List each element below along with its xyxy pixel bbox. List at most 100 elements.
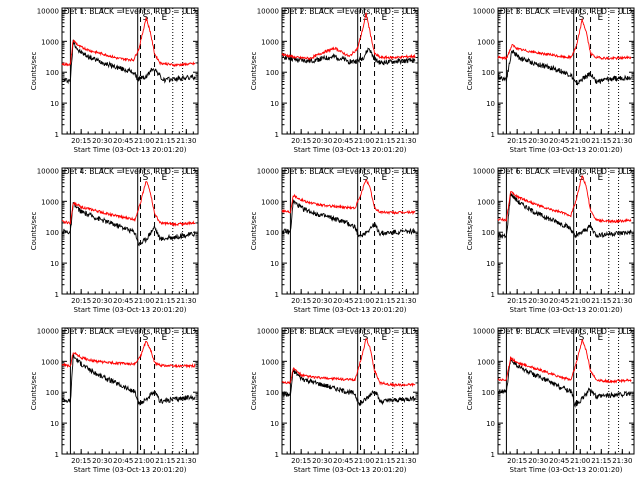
x-tick-label: 21:00: [354, 137, 374, 145]
marker-e: E: [598, 333, 604, 343]
y-tick-label: 10000: [37, 7, 59, 15]
x-tick-label: 21:00: [134, 137, 154, 145]
x-tick-label: 20:45: [113, 297, 133, 305]
x-tick-label: 21:15: [155, 137, 175, 145]
x-tick-label: 20:45: [549, 457, 569, 465]
chart-panel-3: Det 3: BLACK = Events, RED = LLD 1 10 100 10…: [466, 7, 635, 154]
series-events: [61, 39, 196, 85]
marker-s: S: [579, 333, 585, 343]
marker-e: E: [598, 13, 604, 23]
x-tick-label: 20:15: [507, 137, 527, 145]
series-events: [281, 199, 416, 238]
y-tick-label: 10000: [37, 327, 59, 335]
marker-s: S: [579, 13, 585, 23]
series-lld: [61, 340, 196, 369]
marker-s: S: [143, 173, 149, 183]
x-tick-label: 20:45: [333, 137, 353, 145]
series-events: [497, 49, 632, 86]
y-tick-label: 10: [486, 420, 495, 428]
plot-frame: [281, 167, 419, 295]
x-tick-label: 20:15: [507, 457, 527, 465]
x-tick-label: 21:30: [396, 457, 416, 465]
x-tick-label: 20:30: [528, 137, 548, 145]
series-events: [61, 202, 196, 247]
y-axis-label: Counts/sec: [30, 372, 38, 411]
x-tick-label: 21:15: [375, 137, 395, 145]
y-tick-label: 100: [46, 229, 59, 237]
y-axis-label: Counts/sec: [250, 212, 258, 251]
y-tick-label: 1000: [477, 358, 495, 366]
y-axis-label: Counts/sec: [466, 212, 474, 251]
x-tick-label: 21:30: [612, 457, 632, 465]
chart-panel-2: Det 2: BLACK = Events, RED = LLD 1 10 100 10…: [250, 7, 419, 154]
chart-panel-6: Det 6: BLACK = Events, RED = LLD 1 10 100 10…: [466, 167, 635, 314]
x-tick-label: 21:15: [591, 297, 611, 305]
y-tick-label: 10000: [473, 167, 495, 175]
series-lld: [281, 12, 416, 61]
y-axis-label: Counts/sec: [250, 52, 258, 91]
chart-title: Det 2: BLACK = Events, RED = LLD: [284, 7, 416, 16]
x-tick-label: 21:30: [396, 297, 416, 305]
marker-e: E: [382, 333, 388, 343]
y-tick-label: 10: [270, 260, 279, 268]
y-tick-label: 100: [482, 389, 495, 397]
y-tick-label: 1000: [261, 358, 279, 366]
x-tick-label: 20:45: [333, 297, 353, 305]
x-tick-label: 20:45: [113, 137, 133, 145]
y-tick-label: 10000: [257, 7, 279, 15]
x-tick-label: 20:45: [333, 457, 353, 465]
x-tick-label: 20:15: [291, 297, 311, 305]
y-tick-label: 100: [46, 389, 59, 397]
y-tick-label: 1000: [41, 358, 59, 366]
marker-s: S: [363, 13, 369, 23]
x-tick-label: 20:45: [549, 297, 569, 305]
y-tick-label: 100: [266, 69, 279, 77]
y-tick-label: 1: [55, 131, 59, 139]
x-tick-label: 21:00: [354, 457, 374, 465]
y-tick-label: 1000: [41, 38, 59, 46]
chart-panel-9: Det 9: BLACK = Events, RED = LLD 1 10 100 10…: [466, 327, 635, 474]
x-tick-label: 20:30: [92, 137, 112, 145]
series-events: [281, 47, 416, 66]
x-tick-label: 21:00: [134, 457, 154, 465]
x-tick-label: 20:15: [71, 137, 91, 145]
y-tick-label: 10000: [37, 167, 59, 175]
series-lld: [281, 338, 416, 388]
y-axis-label: Counts/sec: [466, 372, 474, 411]
y-axis-label: Counts/sec: [30, 212, 38, 251]
marker-e: E: [382, 173, 388, 183]
x-tick-label: 20:30: [312, 457, 332, 465]
x-axis-label: Start Time (03-Oct-13 20:01:20): [294, 306, 407, 314]
x-tick-label: 21:30: [176, 137, 196, 145]
x-tick-label: 20:30: [528, 457, 548, 465]
y-tick-label: 1: [275, 291, 279, 299]
x-axis-label: Start Time (03-Oct-13 20:01:20): [74, 466, 187, 474]
x-axis-label: Start Time (03-Oct-13 20:01:20): [74, 306, 187, 314]
y-tick-label: 10: [50, 420, 59, 428]
chart-panel-1: Det 1: BLACK = Events, RED = LLD 1 10 100 10…: [30, 7, 199, 154]
chart-title: Det 7: BLACK = Events, RED = LLD: [64, 327, 196, 336]
series-lld: [497, 338, 632, 384]
y-tick-label: 10: [50, 260, 59, 268]
plot-frame: [497, 7, 635, 135]
y-tick-label: 10000: [257, 327, 279, 335]
marker-e: E: [598, 173, 604, 183]
marker-e: E: [382, 13, 388, 23]
y-tick-label: 1: [55, 451, 59, 459]
x-axis-label: Start Time (03-Oct-13 20:01:20): [510, 306, 623, 314]
series-events: [61, 353, 196, 406]
y-tick-label: 100: [482, 69, 495, 77]
x-tick-label: 21:15: [591, 137, 611, 145]
chart-panel-7: Det 7: BLACK = Events, RED = LLD 1 10 100 10…: [30, 327, 199, 474]
x-tick-label: 21:15: [375, 457, 395, 465]
x-axis-label: Start Time (03-Oct-13 20:01:20): [74, 146, 187, 154]
chart-title: Det 8: BLACK = Events, RED = LLD: [284, 327, 416, 336]
chart-title: Det 3: BLACK = Events, RED = LLD: [500, 7, 632, 16]
x-tick-label: 20:30: [312, 297, 332, 305]
chart-panel-8: Det 8: BLACK = Events, RED = LLD 1 10 100 10…: [250, 327, 419, 474]
x-tick-label: 20:15: [71, 457, 91, 465]
chart-title: Det 5: BLACK = Events, RED = LLD: [284, 167, 416, 176]
y-tick-label: 100: [46, 69, 59, 77]
x-axis-label: Start Time (03-Oct-13 20:01:20): [510, 466, 623, 474]
series-events: [497, 357, 632, 408]
